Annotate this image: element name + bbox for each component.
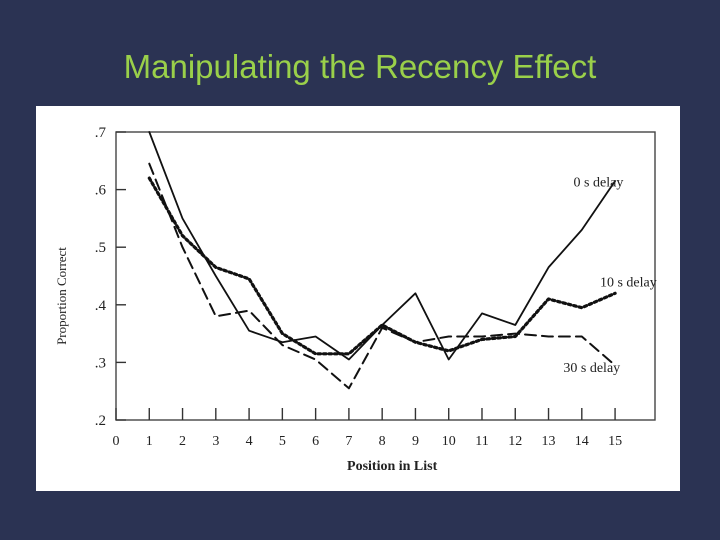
x-tick-label: 9 — [412, 434, 419, 449]
series-label: 0 s delay — [574, 176, 624, 191]
plot-frame — [115, 131, 656, 421]
x-tick-label: 15 — [608, 434, 622, 449]
series-label: 10 s delay — [600, 275, 657, 290]
slide-title: Manipulating the Recency Effect — [123, 48, 597, 85]
y-axis-label: Proportion Correct — [54, 247, 69, 345]
chart-figure: .7.6.5.4.3.2 0 1 2 3 4 5 6 7 8 9 10 11 12 13 14 15 Positi… — [36, 106, 680, 491]
x-tick-label: 5 — [279, 434, 286, 449]
x-tick-label: 13 — [542, 434, 556, 449]
x-tick-label: 0 — [113, 434, 120, 449]
line-chart: .7.6.5.4.3.20 1 2 3 4 5 6 7 8 9 10 11 12 13 14 15Positi… — [54, 125, 657, 474]
x-tick-label: 12 — [508, 434, 522, 449]
y-tick-label: .4 — [95, 298, 107, 314]
x-tick-label: 8 — [379, 434, 386, 449]
x-tick-label: 2 — [179, 434, 186, 449]
y-tick-label: .3 — [95, 355, 106, 371]
x-tick-label: 1 — [146, 434, 153, 449]
x-tick-label: 11 — [475, 434, 488, 449]
series-label: 30 s delay — [563, 361, 620, 376]
x-tick-label: 10 — [442, 434, 456, 449]
series-line-10-s-delay — [147, 176, 617, 356]
y-tick-label: .5 — [95, 240, 106, 256]
y-tick-label: .7 — [95, 125, 107, 141]
y-tick-label: .6 — [95, 183, 107, 199]
series-line-30-s-delay — [148, 162, 617, 390]
x-tick-label: 4 — [246, 434, 253, 449]
x-axis-label: Position in List — [347, 459, 438, 474]
x-tick-label: 6 — [312, 434, 319, 449]
x-tick-label: 7 — [345, 434, 352, 449]
y-tick-label: .2 — [95, 413, 106, 429]
x-tick-label: 3 — [212, 434, 219, 449]
x-tick-label: 14 — [575, 434, 589, 449]
